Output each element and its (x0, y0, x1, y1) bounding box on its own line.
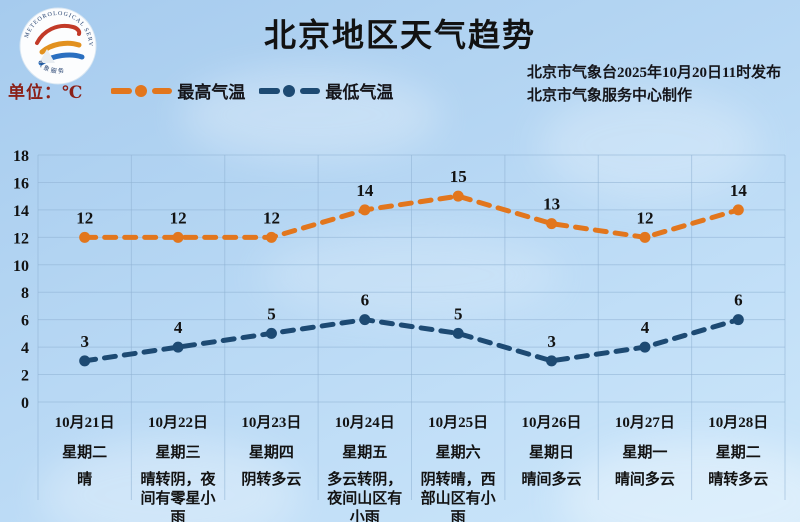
legend-item-max-temp: 最高气温 (111, 78, 245, 103)
max-temp-value-label: 12 (76, 208, 93, 227)
weather-label: 晴 (77, 472, 93, 488)
weather-label: 多云转阴，夜间山区有小雨 (327, 472, 403, 522)
weather-label: 晴间多云 (614, 472, 675, 488)
max-temp-line (82, 193, 741, 240)
y-tick-label: 0 (21, 395, 29, 412)
weekday-label: 星期二 (62, 445, 108, 461)
min-temp-value-label: 5 (454, 304, 463, 323)
date-label: 10月27日 (614, 415, 675, 431)
x-axis-label-cell: 10月21日 星期二晴 (38, 406, 131, 518)
max-temp-point (452, 190, 464, 202)
min-temp-point (79, 355, 91, 367)
weekday-label: 星期三 (155, 445, 201, 461)
y-axis-tick-labels: 0 2 4 6 8 10 12 14 16 18 (13, 148, 29, 412)
legend-label-max-temp: 最高气温 (177, 83, 246, 102)
min-temp-value-label: 4 (174, 318, 183, 337)
weather-label: 阴转晴，西部山区有小雨 (420, 472, 496, 522)
producer-line: 北京市气象服务中心制作 (527, 88, 693, 104)
min-temp-point (639, 341, 651, 353)
min-temp-value-label: 6 (734, 291, 743, 310)
min-temp-value-label: 6 (361, 291, 370, 310)
weather-label: 晴间多云 (521, 472, 582, 488)
unit-label: 单位：℃ (8, 83, 84, 102)
min-temp-point (452, 327, 464, 339)
max-temp-value-label: 12 (170, 208, 187, 227)
weekday-label: 星期一 (622, 445, 668, 461)
y-tick-label: 14 (13, 203, 29, 220)
publisher-info: 北京市气象台2025年10月20日11时发布 北京市气象服务中心制作 (527, 62, 781, 108)
min-temp-value-label: 4 (641, 318, 650, 337)
weekday-label: 星期六 (435, 445, 481, 461)
max-temp-point (265, 231, 277, 243)
max-temp-point (639, 231, 651, 243)
legend-label-min-temp: 最低气温 (325, 83, 394, 102)
y-tick-label: 6 (21, 313, 29, 330)
x-axis-labels: 10月21日 星期二晴 10月22日 星期三 晴转阴，夜间有零星小雨 10月23日 星期四阴… (38, 406, 785, 522)
page-title: 北京地区天气趋势 (263, 17, 536, 53)
legend-item-min-temp: 最低气温 (259, 78, 393, 103)
max-temp-value-label: 14 (730, 181, 748, 200)
date-label: 10月23日 (241, 415, 302, 431)
gridlines (37, 154, 786, 500)
chart-legend: 单位：℃ 最高气温 最低气温 (8, 78, 407, 103)
min-temp-point (265, 327, 277, 339)
min-temp-value-label: 5 (267, 304, 276, 323)
date-label: 10月26日 (521, 415, 582, 431)
weather-label: 晴转多云 (708, 472, 769, 488)
min-temp-point (172, 341, 184, 353)
publish-time-line: 北京市气象台2025年10月20日11时发布 (527, 65, 782, 81)
max-temp-value-label: 14 (356, 181, 374, 200)
date-label: 10月22日 (148, 415, 209, 431)
max-temp-series: 12 12 12 14 15 13 12 14 (76, 167, 747, 243)
max-temp-line-swatch-icon (111, 84, 173, 97)
max-temp-value-label: 12 (636, 208, 653, 227)
max-temp-point (546, 218, 558, 230)
y-tick-label: 16 (13, 175, 29, 192)
max-temp-value-label: 15 (450, 167, 467, 186)
weekday-label: 星期四 (248, 445, 294, 461)
min-temp-line (82, 317, 741, 364)
y-tick-label: 8 (21, 285, 29, 302)
min-temp-point (546, 355, 558, 367)
min-temp-point (732, 314, 744, 326)
date-label: 10月21日 (54, 415, 115, 431)
date-label: 10月24日 (334, 415, 395, 431)
beijing-meteorological-service-logo-icon: METEOROLOGICAL SERVICE 气象服务 (17, 5, 97, 85)
max-temp-point (172, 231, 184, 243)
x-axis-label-cell: 10月23日 星期四阴转多云 (225, 406, 318, 518)
y-tick-label: 4 (21, 340, 29, 357)
min-temp-series: 3 4 5 6 5 3 4 6 (79, 291, 744, 367)
min-temp-value-label: 3 (80, 332, 89, 351)
y-tick-label: 12 (13, 230, 29, 247)
min-temp-value-label: 3 (547, 332, 556, 351)
weather-label: 阴转多云 (241, 472, 302, 488)
temperature-trend-chart: 0 2 4 6 8 10 12 14 16 18 12 12 12 14 15 13 12 14 3 4 5 6 5 3 4 6 (13, 148, 786, 500)
max-temp-value-label: 12 (263, 208, 280, 227)
weekday-label: 星期日 (529, 445, 575, 461)
x-axis-label-cell: 10月24日 星期五多云转阴，夜间山区有小雨 (318, 406, 411, 522)
max-temp-point (732, 204, 744, 216)
date-label: 10月28日 (708, 415, 769, 431)
date-label: 10月25日 (428, 415, 489, 431)
max-temp-point (79, 231, 91, 243)
min-temp-line-swatch-icon (259, 84, 321, 97)
x-axis-label-cell: 10月22日 星期三晴转阴，夜间有零星小雨 (131, 406, 224, 522)
weather-label: 晴转阴，夜间有零星小雨 (140, 472, 216, 522)
y-tick-label: 18 (13, 148, 29, 165)
y-tick-label: 10 (13, 258, 29, 275)
weekday-label: 星期二 (715, 445, 761, 461)
y-tick-label: 2 (21, 368, 29, 385)
x-axis-label-cell: 10月27日 星期一晴间多云 (598, 406, 691, 518)
max-temp-value-label: 13 (543, 195, 560, 214)
min-temp-point (359, 314, 371, 326)
max-temp-point (359, 204, 371, 216)
x-axis-label-cell: 10月26日 星期日晴间多云 (505, 406, 598, 518)
x-axis-label-cell: 10月28日 星期二晴转多云 (692, 406, 785, 518)
weekday-label: 星期五 (342, 445, 388, 461)
x-axis-label-cell: 10月25日 星期六阴转晴，西部山区有小雨 (412, 406, 505, 522)
